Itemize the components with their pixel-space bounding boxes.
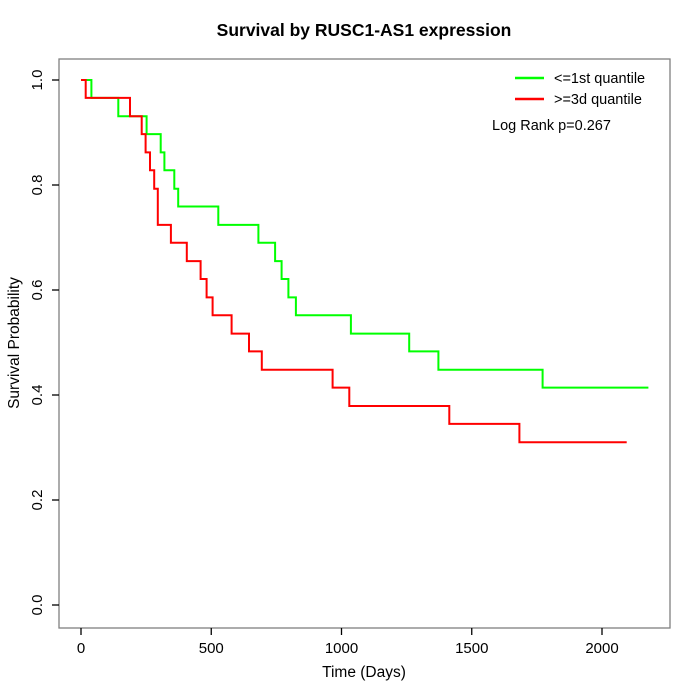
survival-curves [81, 79, 649, 444]
survival-curve-green [81, 79, 649, 389]
x-tick-label: 1000 [325, 640, 358, 657]
log-rank-annotation: Log Rank p=0.267 [492, 118, 611, 134]
legend: <=1st quantile >=3d quantile Log Rank p=… [492, 71, 645, 134]
x-tick-label: 2000 [585, 640, 618, 657]
chart-title: Survival by RUSC1-AS1 expression [217, 20, 512, 40]
y-tick-label: 0.0 [29, 595, 46, 616]
legend-label-third-quantile: >=3d quantile [554, 92, 642, 108]
x-axis: 0 500 1000 1500 2000 [77, 628, 619, 657]
y-tick-label: 0.4 [29, 385, 46, 406]
survival-curve-red [81, 79, 627, 444]
y-tick-label: 0.8 [29, 175, 46, 196]
x-axis-title: Time (Days) [322, 664, 406, 681]
plot-frame [58, 58, 671, 629]
y-axis: 0.0 0.2 0.4 0.6 0.8 1.0 [29, 70, 59, 616]
y-axis-title: Survival Probability [6, 277, 23, 409]
y-tick-label: 1.0 [29, 70, 46, 91]
y-tick-label: 0.6 [29, 280, 46, 301]
y-tick-label: 0.2 [29, 490, 46, 511]
x-tick-label: 500 [199, 640, 224, 657]
x-tick-label: 1500 [455, 640, 488, 657]
x-tick-label: 0 [77, 640, 85, 657]
legend-label-first-quantile: <=1st quantile [554, 71, 645, 87]
